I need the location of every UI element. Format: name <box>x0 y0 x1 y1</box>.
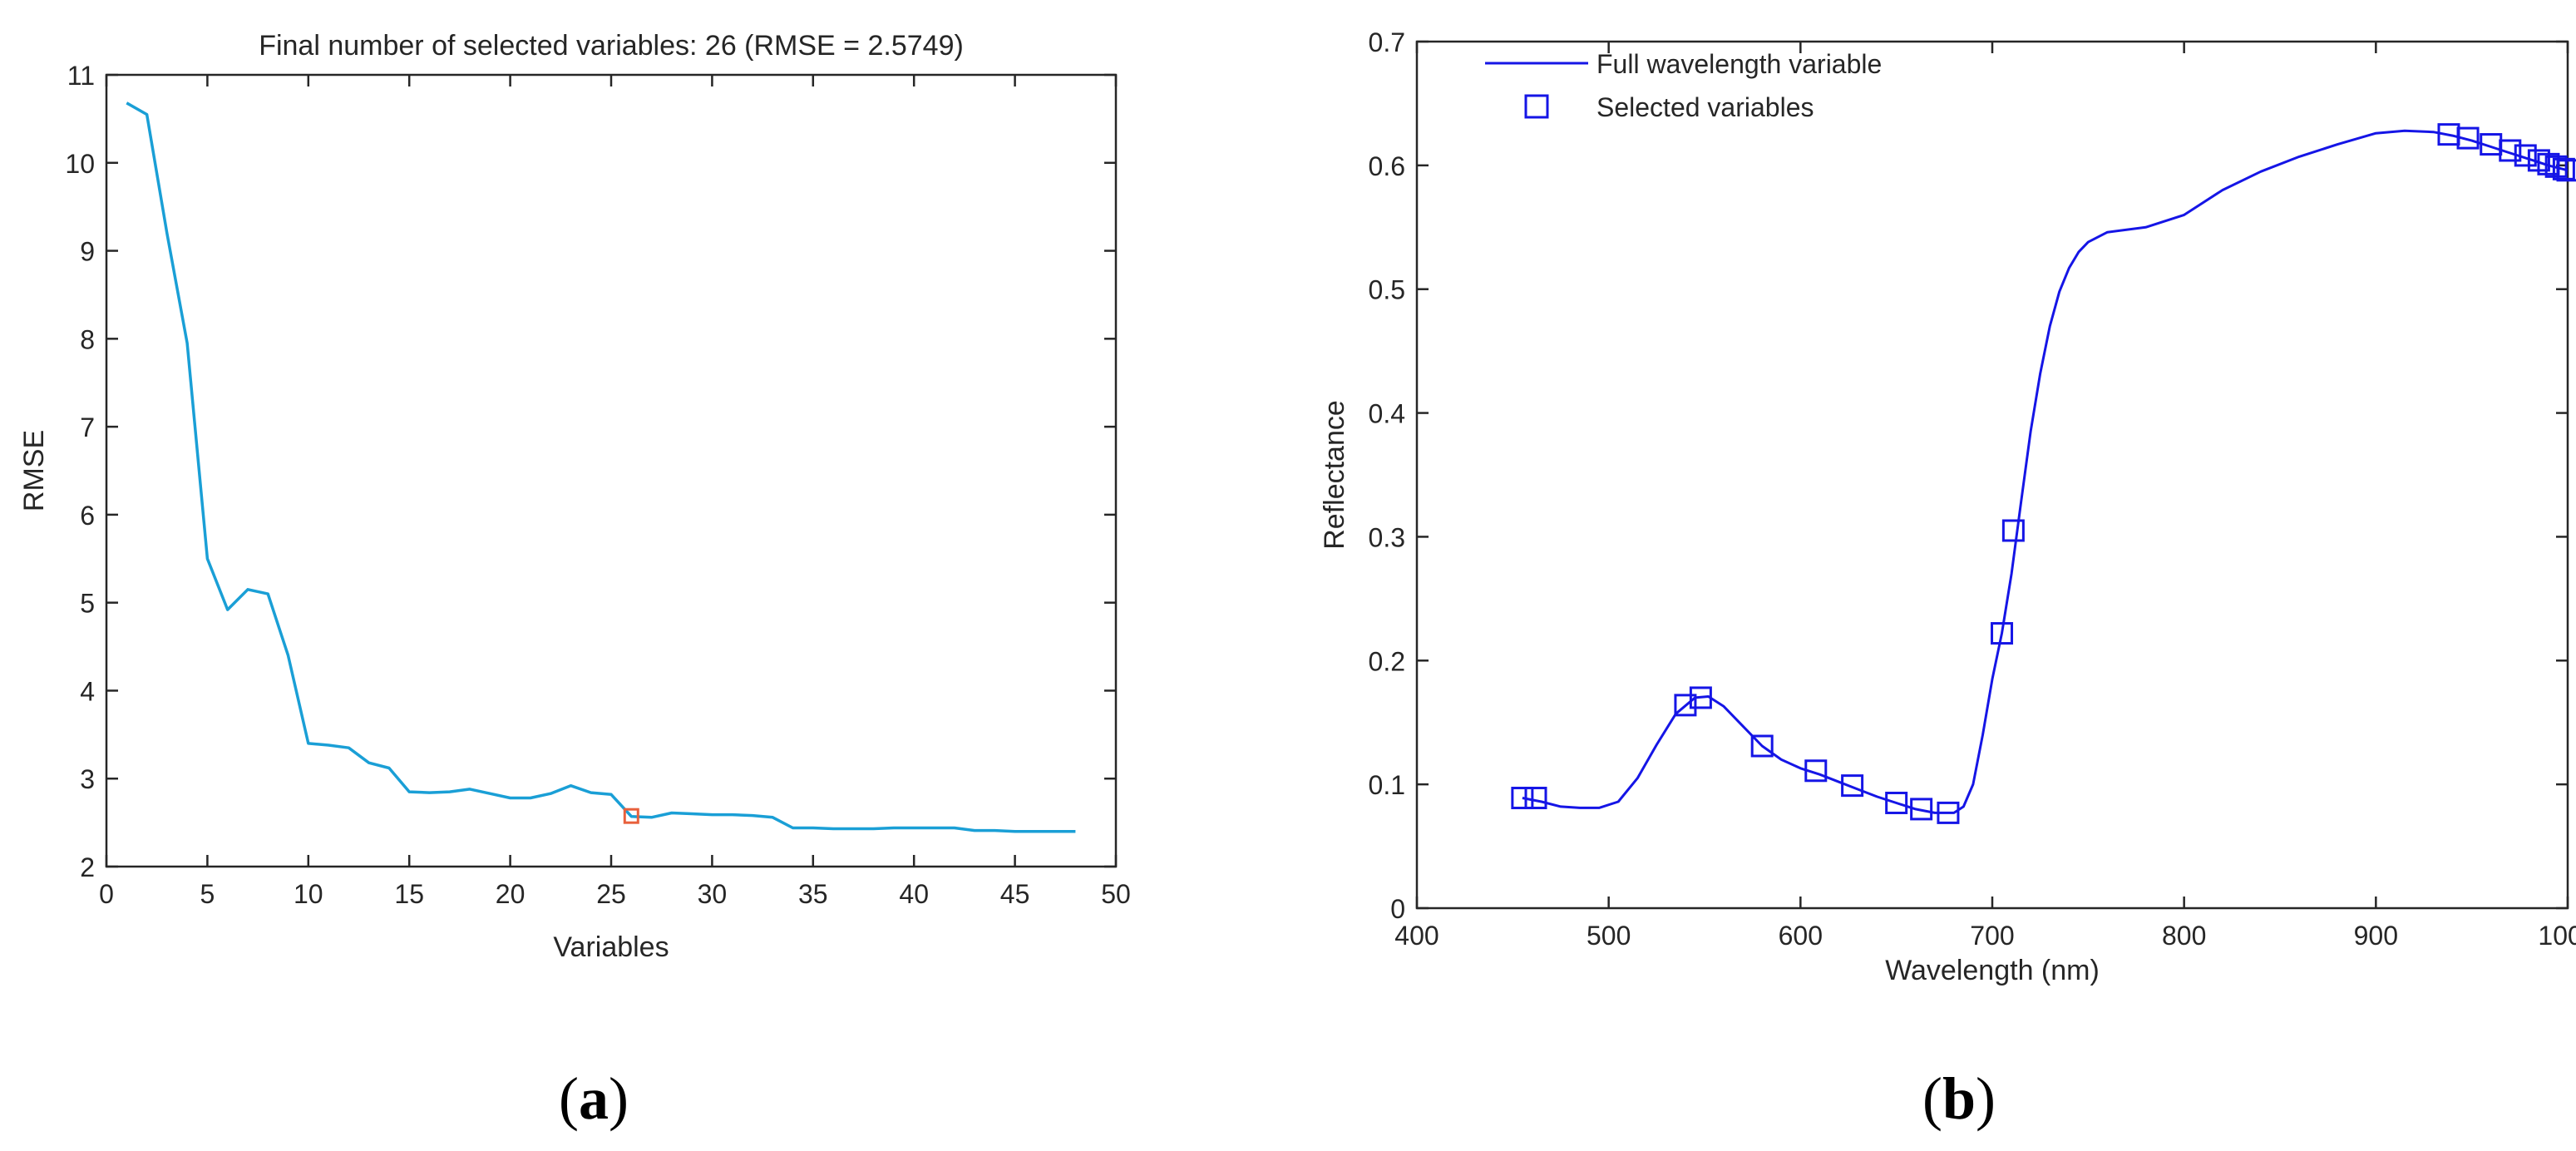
chart-a-xtick-label: 5 <box>200 879 215 909</box>
chart-a-ytick-label: 7 <box>80 412 95 442</box>
legend-entry-selected-variables: Selected variables <box>1596 92 1814 122</box>
chart-a-xtick-label: 15 <box>394 879 424 909</box>
chart-b-ytick-label: 0.6 <box>1369 151 1405 181</box>
chart-b-xtick-label: 400 <box>1394 921 1439 951</box>
chart-b-ylabel: Reflectance <box>1319 400 1350 550</box>
chart-b-selected-variable-marker <box>1524 787 1547 810</box>
chart-a-ytick-label: 4 <box>80 676 95 706</box>
chart-b-selected-markers <box>1511 123 2576 824</box>
chart-a-ytick-label: 3 <box>80 764 95 794</box>
chart-b-xtick-label: 800 <box>2162 921 2206 951</box>
chart-a-selected-point-marker <box>623 808 639 824</box>
chart-a-ytick-label: 8 <box>80 324 95 354</box>
chart-a-xtick-label: 45 <box>1000 879 1030 909</box>
chart-a-title: Final number of selected variables: 26 (… <box>259 30 964 62</box>
chart-b-selected-variable-marker <box>2514 144 2537 167</box>
chart-a-xtick-label: 20 <box>496 879 526 909</box>
chart-b-ytick-label: 0.7 <box>1369 27 1405 57</box>
panel-label-b: (b) <box>1922 1065 1996 1132</box>
legend-square-marker-swatch <box>1524 94 1549 119</box>
chart-a-plot-frame <box>105 73 1118 868</box>
chart-b-selected-variable-marker <box>1674 694 1697 717</box>
chart-b-ytick-label: 0.5 <box>1369 275 1405 305</box>
chart-b-ytick-label: 0 <box>1390 894 1405 924</box>
chart-b-selected-variable-marker <box>1511 787 1534 810</box>
chart-a-xtick-label: 30 <box>698 879 728 909</box>
chart-b-selected-variable-marker <box>1910 798 1933 821</box>
chart-b-xtick-label: 600 <box>1779 921 1823 951</box>
chart-a-ytick-label: 5 <box>80 589 95 619</box>
chart-b-selected-variable-marker <box>1991 622 2014 645</box>
chart-b-selected-variable-marker <box>1937 801 1960 824</box>
chart-b-xlabel: Wavelength (nm) <box>1885 955 2100 986</box>
chart-b-ytick-label: 0.1 <box>1369 770 1405 800</box>
chart-a-xtick-label: 35 <box>798 879 828 909</box>
chart-b-selected-variable-marker <box>1750 734 1774 758</box>
chart-a-rmse-line <box>126 101 1076 833</box>
chart-a-xtick-label: 40 <box>899 879 929 909</box>
chart-b-selected-variable-marker <box>2499 139 2522 162</box>
chart-b-xtick-label: 900 <box>2354 921 2398 951</box>
chart-b-selected-variable-marker <box>1885 791 1908 814</box>
chart-a-ytick-label: 11 <box>67 61 95 91</box>
chart-b-ytick-label: 0.3 <box>1369 522 1405 552</box>
chart-b-selected-variable-marker <box>1841 774 1864 798</box>
chart-b-ytick-label: 0.4 <box>1369 399 1405 429</box>
chart-b-selected-variable-marker <box>2456 126 2480 150</box>
chart-b-ytick-label: 0.2 <box>1369 646 1405 676</box>
chart-a-ytick-label: 2 <box>80 852 95 882</box>
chart-a-xlabel: Variables <box>553 931 669 963</box>
panel-label-a: (a) <box>559 1065 629 1132</box>
legend-entry-full-wavelength: Full wavelength variable <box>1596 49 1882 79</box>
chart-a-ytick-label: 9 <box>80 237 95 267</box>
chart-a-rmse-vs-variables: Final number of selected variables: 26 (… <box>18 30 1131 963</box>
chart-b-legend: Full wavelength variable Selected variab… <box>1485 49 1882 122</box>
chart-a-ytick-label: 6 <box>80 501 95 531</box>
chart-a-xtick-label: 25 <box>596 879 626 909</box>
chart-b-selected-variable-marker <box>2556 159 2576 182</box>
chart-b-selected-variable-marker <box>1804 759 1828 783</box>
chart-b-xtick-label: 700 <box>1970 921 2014 951</box>
chart-a-xtick-label: 50 <box>1101 879 1131 909</box>
chart-b-selected-variable-marker <box>2001 519 2025 542</box>
chart-b-full-wavelength-line <box>1522 129 2569 814</box>
chart-b-selected-variable-marker <box>2544 155 2568 178</box>
chart-b-xtick-label: 500 <box>1587 921 1631 951</box>
chart-a-xtick-label: 0 <box>99 879 114 909</box>
chart-a-xtick-label: 10 <box>294 879 323 909</box>
chart-a-ylabel: RMSE <box>18 430 50 511</box>
chart-b-plot-frame <box>1415 40 2569 910</box>
chart-a-ytick-label: 10 <box>65 149 95 179</box>
chart-b-selected-variable-marker <box>1689 686 1712 709</box>
